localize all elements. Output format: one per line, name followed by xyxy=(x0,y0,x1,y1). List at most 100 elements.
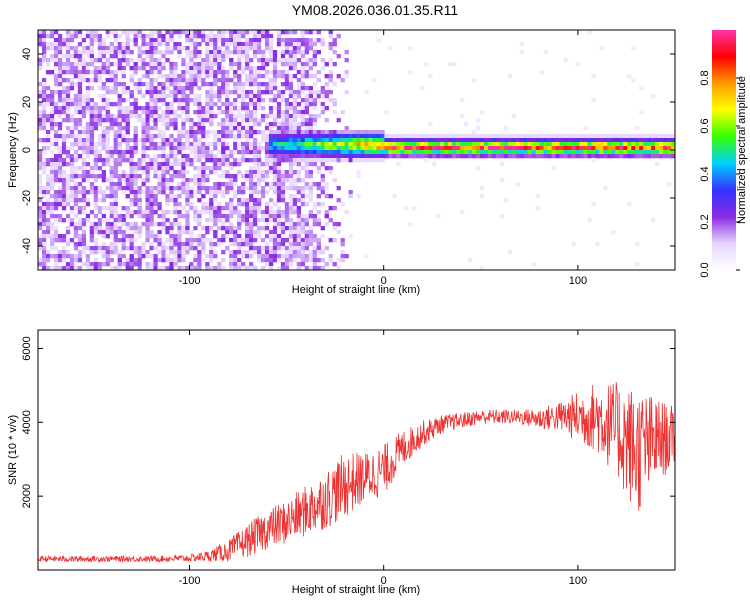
heatmap-cell xyxy=(65,174,71,179)
heatmap-cell xyxy=(193,34,198,39)
heatmap-cell xyxy=(479,150,485,155)
heatmap-cell xyxy=(73,214,79,219)
heatmap-cell xyxy=(276,42,282,47)
heatmap-cell xyxy=(189,98,194,103)
heatmap-cell xyxy=(221,194,226,199)
heatmap-cell xyxy=(651,94,656,99)
heatmap-cell xyxy=(475,134,481,139)
heatmap-cell xyxy=(161,94,166,99)
heatmap-cell xyxy=(77,210,83,215)
heatmap-cell xyxy=(436,146,441,151)
heatmap-cell xyxy=(531,138,536,143)
heatmap-cell xyxy=(185,94,190,99)
heatmap-cell xyxy=(213,38,218,43)
heatmap-cell xyxy=(205,190,210,195)
heatmap-cell xyxy=(245,94,250,99)
heatmap-cell xyxy=(292,194,298,199)
heatmap-cell xyxy=(312,202,317,207)
heatmap-cell xyxy=(229,258,234,263)
heatmap-cell xyxy=(392,150,397,155)
heatmap-cell xyxy=(300,74,306,79)
heatmap-cell xyxy=(93,266,99,271)
heatmap-cell xyxy=(467,134,473,139)
heatmap-cell xyxy=(511,134,517,139)
heatmap-cell xyxy=(599,142,604,147)
heatmap-cell xyxy=(280,190,286,195)
heatmap-cell xyxy=(280,146,286,151)
heatmap-cell xyxy=(288,82,294,87)
heatmap-cell xyxy=(97,230,102,235)
heatmap-cell xyxy=(511,146,517,151)
heatmap-cell xyxy=(57,198,63,203)
heatmap-cell xyxy=(97,50,102,55)
heatmap-cell xyxy=(324,130,329,135)
heatmap-cell xyxy=(579,138,584,143)
heatmap-cell xyxy=(165,202,170,207)
heatmap-cell xyxy=(643,150,648,155)
heatmap-cell xyxy=(221,130,226,135)
heatmap-cell xyxy=(229,110,234,115)
heatmap-cell xyxy=(264,190,270,195)
heatmap-cell xyxy=(109,122,114,127)
heatmap-cell xyxy=(177,86,182,91)
heatmap-cell xyxy=(201,234,206,239)
heatmap-cell xyxy=(280,150,286,155)
heatmap-cell xyxy=(372,154,377,159)
heatmap-cell xyxy=(241,186,246,191)
heatmap-cell xyxy=(467,258,473,263)
heatmap-cell xyxy=(77,250,83,255)
heatmap-cell xyxy=(336,134,341,139)
heatmap-cell xyxy=(276,206,282,211)
heatmap-cell xyxy=(161,254,166,259)
heatmap-cell xyxy=(109,202,114,207)
heatmap-cell xyxy=(245,214,250,219)
heatmap-cell xyxy=(61,258,67,263)
heatmap-cell xyxy=(209,50,214,55)
heatmap-cell xyxy=(260,134,266,139)
heatmap-cell xyxy=(336,154,341,159)
heatmap-cell xyxy=(105,114,110,119)
heatmap-cell xyxy=(320,226,325,231)
heatmap-cell xyxy=(77,154,83,159)
heatmap-cell xyxy=(141,178,146,183)
heatmap-cell xyxy=(225,230,230,235)
heatmap-cell xyxy=(209,238,214,243)
heatmap-cell xyxy=(77,34,83,39)
heatmap-cell xyxy=(109,86,114,91)
heatmap-cell xyxy=(241,242,246,247)
heatmap-cell xyxy=(671,150,676,155)
heatmap-cell xyxy=(296,46,302,51)
heatmap-cell xyxy=(252,266,258,271)
heatmap-cell xyxy=(424,154,429,159)
heatmap-cell xyxy=(181,206,186,211)
heatmap-cell xyxy=(61,62,67,67)
heatmap-cell xyxy=(655,150,660,155)
heatmap-cell xyxy=(336,74,341,79)
heatmap-cell xyxy=(205,206,210,211)
heatmap-cell xyxy=(280,154,286,159)
heatmap-cell xyxy=(336,158,341,163)
heatmap-cell xyxy=(515,138,521,143)
heatmap-cell xyxy=(109,186,114,191)
heatmap-cell xyxy=(213,186,218,191)
heatmap-cell xyxy=(249,58,254,63)
heatmap-cell xyxy=(38,62,43,67)
heatmap-cell xyxy=(284,118,290,123)
heatmap-cell xyxy=(491,134,497,139)
heatmap-cell xyxy=(603,154,608,159)
heatmap-cell xyxy=(69,130,75,135)
heatmap-cell xyxy=(332,178,337,183)
heatmap-cell xyxy=(149,94,154,99)
heatmap-cell xyxy=(304,266,310,271)
heatmap-cell xyxy=(571,134,576,139)
heatmap-cell xyxy=(276,198,282,203)
heatmap-cell xyxy=(671,142,676,147)
heatmap-cell xyxy=(149,98,154,103)
heatmap-cell xyxy=(252,142,258,147)
heatmap-cell xyxy=(165,258,170,263)
heatmap-cell xyxy=(308,98,314,103)
heatmap-cell xyxy=(149,266,154,271)
heatmap-cell xyxy=(185,110,190,115)
heatmap-cell xyxy=(93,154,99,159)
heatmap-cell xyxy=(53,106,59,111)
